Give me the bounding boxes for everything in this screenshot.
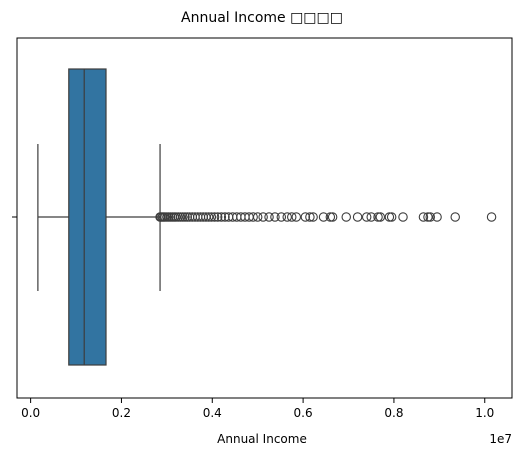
x-axis-offset-label: 1e7	[489, 432, 512, 446]
outlier-point	[384, 212, 395, 222]
outlier-point	[327, 212, 338, 222]
outlier-point	[423, 212, 433, 222]
x-axis-label: Annual Income	[217, 432, 307, 446]
iqr-box	[68, 68, 107, 366]
chart-title: Annual Income □□□□	[181, 10, 343, 26]
outlier-point	[220, 212, 230, 222]
outlier-point	[248, 212, 258, 222]
plot-frame	[16, 37, 513, 399]
outlier-point	[425, 212, 436, 222]
outlier-point	[308, 212, 318, 222]
outlier-point	[432, 212, 442, 222]
outlier-point	[361, 212, 372, 222]
x-tick-label: 0.0	[21, 406, 40, 420]
outlier-point	[418, 212, 429, 222]
outlier-point	[178, 212, 188, 222]
outlier-point	[182, 212, 193, 222]
outlier-point	[318, 212, 329, 222]
x-tick-label: 0.6	[294, 406, 313, 420]
outlier-point	[212, 212, 223, 222]
outlier-point	[325, 212, 336, 222]
outlier-point	[252, 212, 263, 222]
outlier-point	[341, 212, 351, 222]
outlier-point	[305, 212, 315, 222]
outlier-point	[373, 212, 383, 222]
outlier-point	[203, 212, 214, 222]
outlier-point	[398, 212, 408, 222]
outlier-point	[175, 212, 186, 222]
outlier-point	[486, 212, 497, 222]
outlier-point	[352, 212, 363, 222]
outlier-point	[286, 212, 297, 222]
x-tick-label: 1.0	[475, 406, 494, 420]
outlier-point	[276, 212, 287, 222]
outlier-point	[282, 212, 292, 222]
outlier-point	[270, 212, 280, 222]
outlier-point	[366, 212, 376, 222]
x-tick-label: 0.8	[384, 406, 403, 420]
outlier-point	[171, 212, 181, 222]
outlier-point	[300, 212, 311, 222]
outlier-point	[375, 212, 386, 222]
x-tick-label: 0.2	[112, 406, 131, 420]
outlier-point	[450, 212, 460, 222]
outlier-point	[386, 212, 397, 222]
outlier-point	[209, 212, 220, 222]
outlier-point	[216, 212, 227, 222]
outlier-point	[291, 212, 302, 222]
plot-area: 0.0 0.2 0.4 0.6 0.8 1.0	[12, 37, 513, 420]
outlier-point	[264, 212, 274, 222]
box-marks	[37, 68, 161, 366]
outlier-points	[155, 212, 497, 222]
outlier-point	[173, 212, 183, 222]
outlier-point	[206, 212, 217, 222]
outlier-point	[258, 212, 268, 222]
x-axis-ticks: 0.0 0.2 0.4 0.6 0.8 1.0	[21, 398, 494, 420]
outlier-point	[180, 212, 190, 222]
x-tick-label: 0.4	[203, 406, 222, 420]
